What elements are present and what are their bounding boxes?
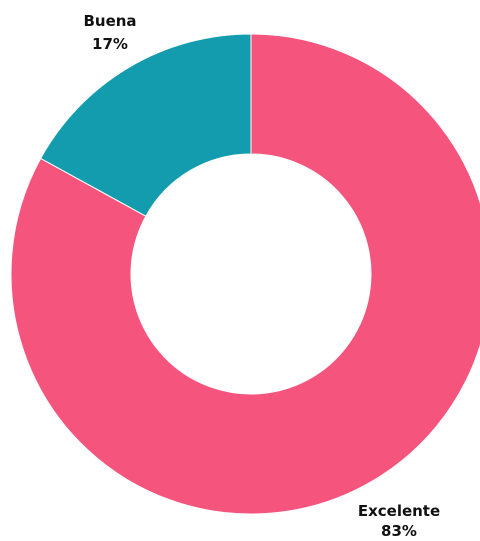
slice-value-excelente: 83% [381, 522, 417, 540]
slices-group [10, 33, 480, 515]
slice-label-excelente: Excelente [358, 502, 440, 520]
slice-value-buena: 17% [92, 35, 128, 53]
slice-label-buena: Buena [83, 12, 136, 30]
slice-excelente [10, 33, 480, 515]
slice-buena [40, 33, 252, 217]
slice-labels-group: Excelente 83% Buena 17% [83, 12, 440, 540]
